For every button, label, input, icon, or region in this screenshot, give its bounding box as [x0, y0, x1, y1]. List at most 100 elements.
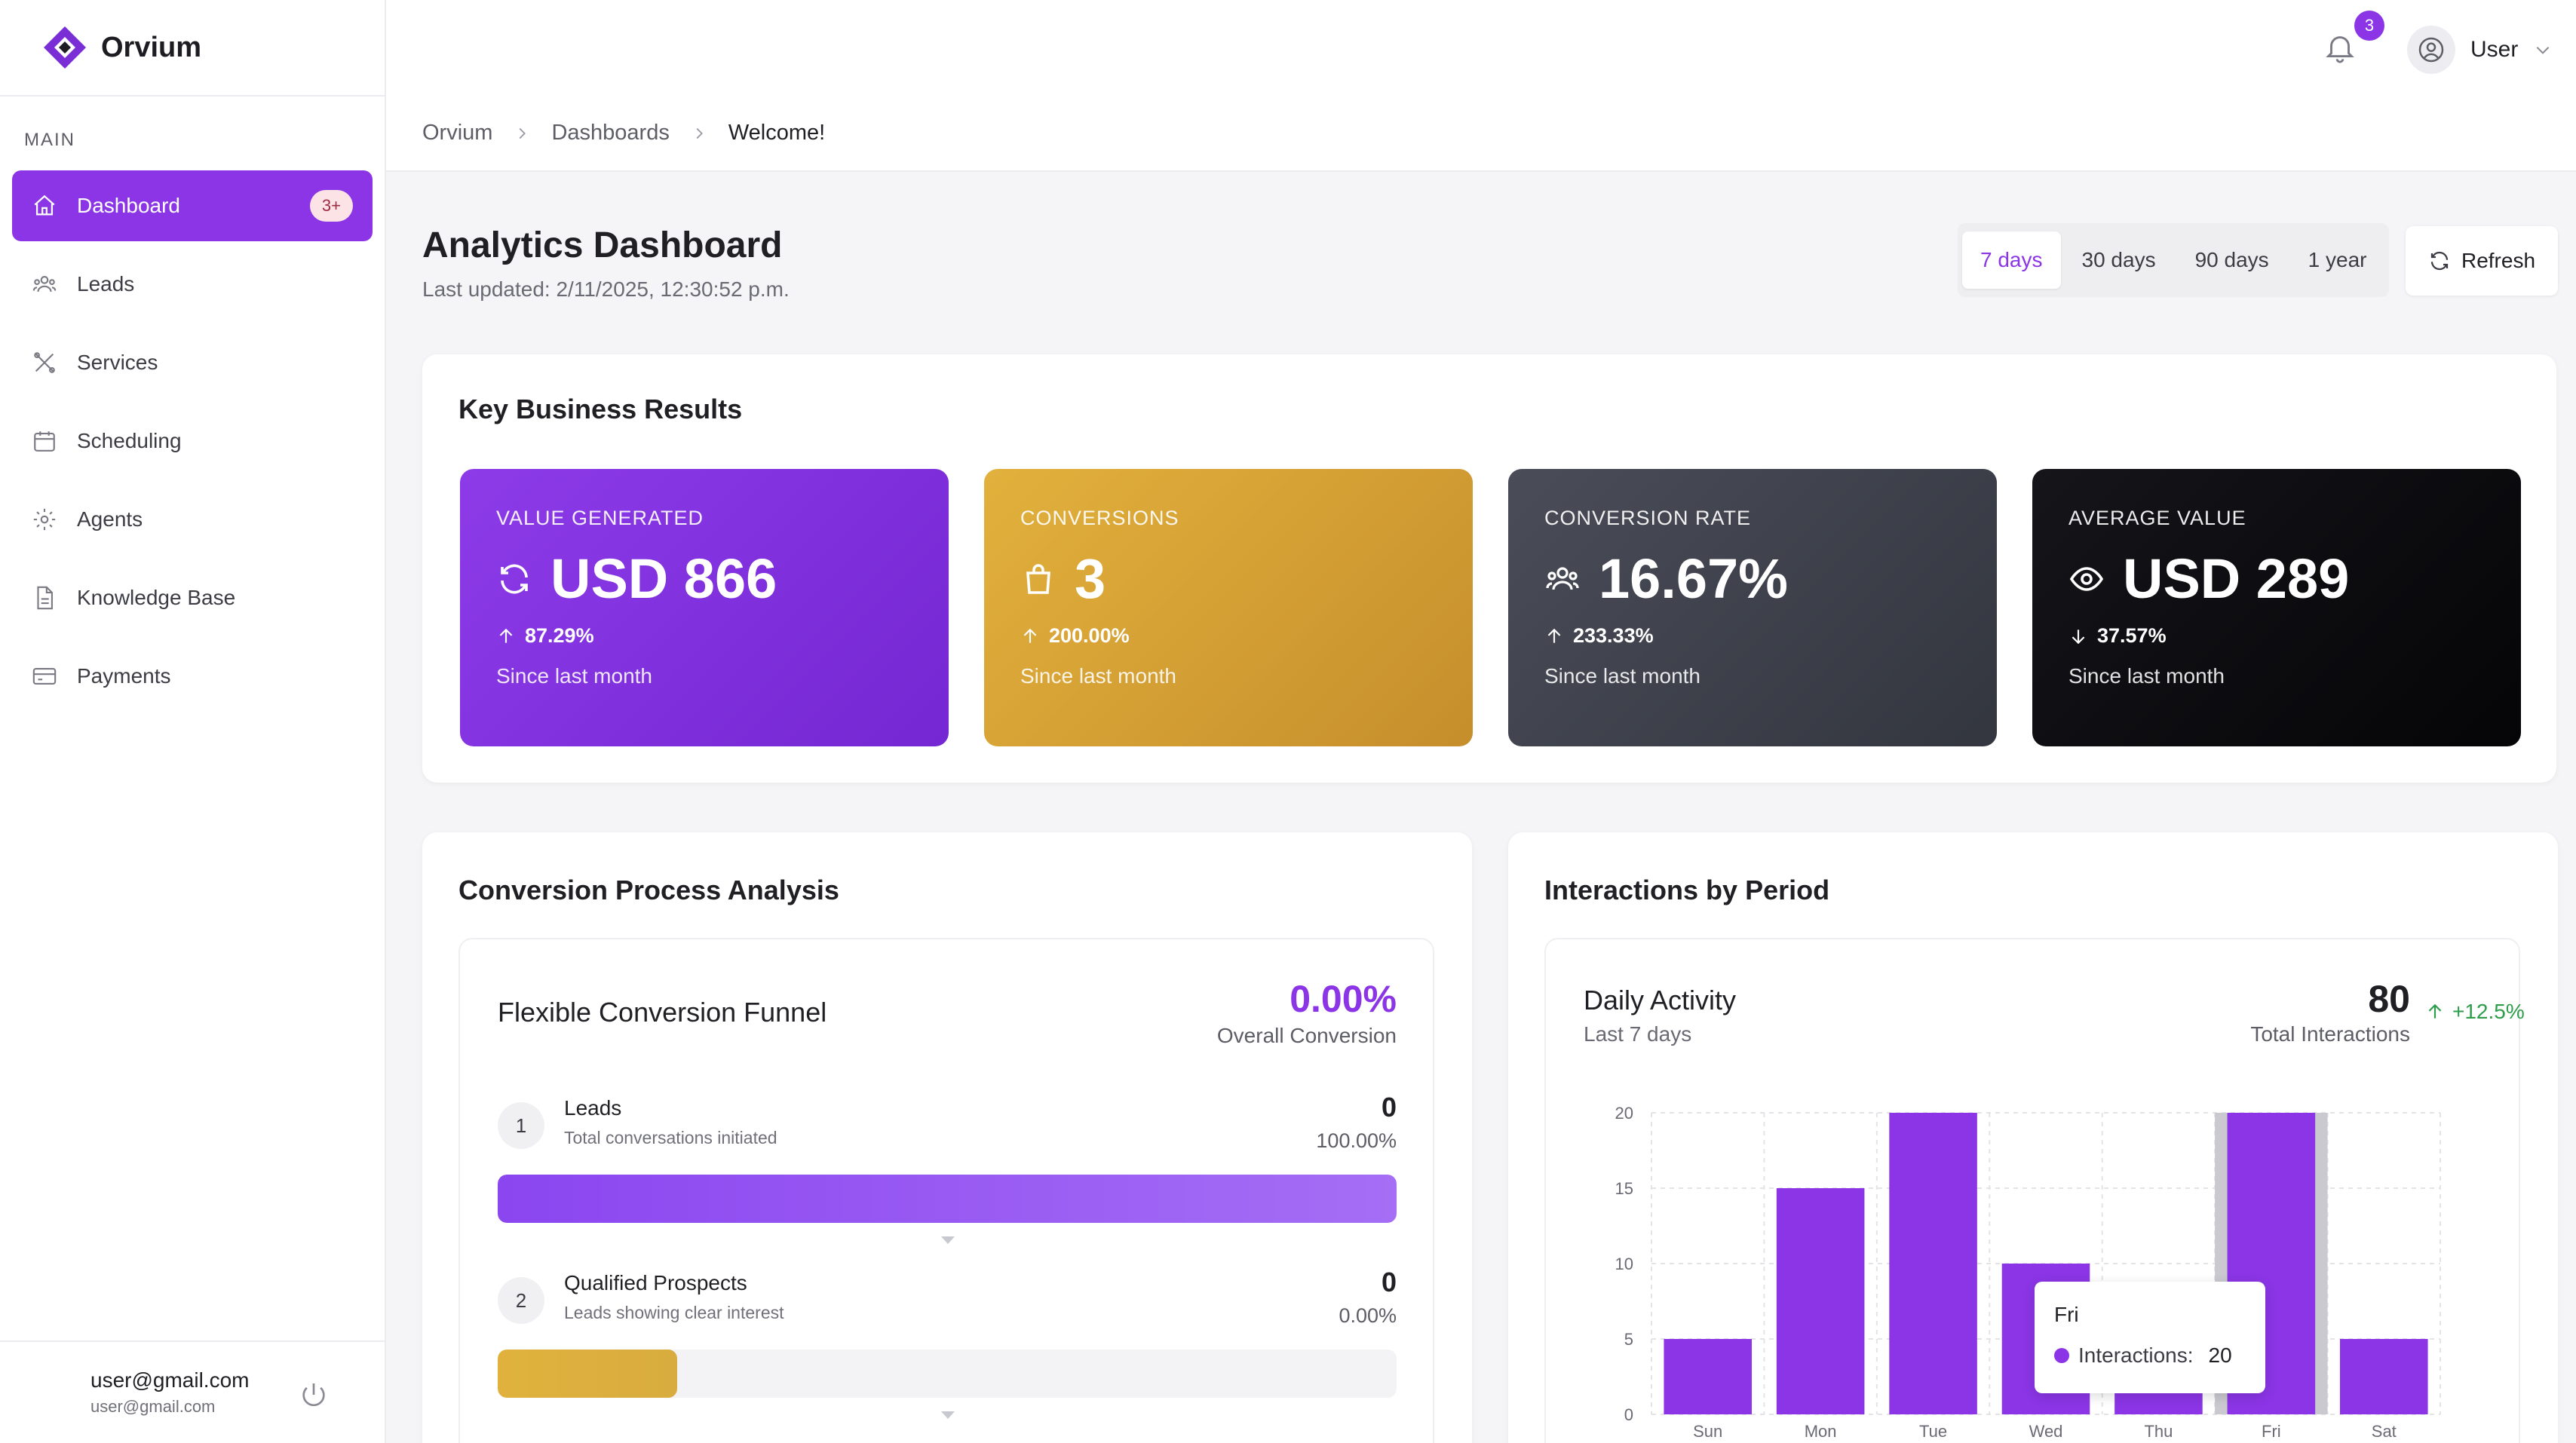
user-name: user@gmail.com: [90, 1368, 250, 1392]
user-email: user@gmail.com: [90, 1397, 216, 1416]
breadcrumb: Orvium Dashboards Welcome!: [422, 121, 825, 146]
sidebar-item-agents[interactable]: Agents: [12, 484, 373, 555]
sidebar-item-label: Knowledge Base: [77, 586, 236, 609]
interactions-title: Interactions by Period: [1544, 875, 1830, 905]
sidebar-nav: Dashboard 3+ Leads Services Scheduling: [12, 170, 373, 719]
document-icon: [32, 585, 57, 611]
arrow-down-icon: [2072, 629, 2085, 644]
tooltip-label: Interactions:: [2078, 1343, 2194, 1367]
range-option-7-days[interactable]: 7 days: [1962, 231, 2061, 289]
kpi-card-conversions[interactable]: CONVERSIONS 3 200.00% Since last month: [984, 469, 1473, 746]
overall-conversion-value: 0.00%: [1290, 978, 1397, 1020]
series-dot-icon: [2054, 1348, 2069, 1363]
calendar-icon: [32, 428, 57, 454]
arrow-up-icon: [2428, 1003, 2442, 1019]
user-menu-button[interactable]: User: [2407, 26, 2553, 74]
logo[interactable]: Orvium: [0, 0, 385, 97]
kpi-card-conversion-rate[interactable]: CONVERSION RATE 16.67% 233.33% Since las…: [1508, 469, 1997, 746]
user-profile: user@gmail.com user@gmail.com: [0, 1340, 386, 1443]
kpi-change: 233.33%: [1573, 624, 1654, 647]
range-option-1-year[interactable]: 1 year: [2308, 248, 2367, 271]
refresh-button[interactable]: Refresh: [2406, 226, 2558, 296]
sidebar-item-label: Dashboard: [77, 194, 180, 217]
step-percent: 0.00%: [1339, 1304, 1397, 1327]
sidebar-item-leads[interactable]: Leads: [12, 249, 373, 320]
chart-title: Daily Activity: [1584, 985, 1737, 1016]
x-tick-label: Sat: [2372, 1422, 2397, 1441]
users-icon: [1546, 566, 1579, 590]
sidebar-item-label: Agents: [77, 507, 143, 531]
kpi-change: 200.00%: [1049, 624, 1130, 647]
range-option-30-days[interactable]: 30 days: [2081, 248, 2156, 271]
credit-card-icon: [32, 663, 57, 689]
kpi-change: 87.29%: [525, 624, 594, 647]
user-menu-label: User: [2470, 37, 2519, 62]
chevron-right-icon: [696, 127, 703, 139]
kpi-since-label: Since last month: [2068, 664, 2225, 688]
top-bar: 3 User Orvium Dashboards Welcome!: [386, 0, 2576, 172]
step-percent: 100.00%: [1316, 1129, 1397, 1152]
step-name: Qualified Prospects: [564, 1271, 747, 1294]
sidebar-item-services[interactable]: Services: [12, 327, 373, 398]
kpi-since-label: Since last month: [1020, 664, 1176, 688]
sidebar-item-payments[interactable]: Payments: [12, 641, 373, 712]
avatar: [2407, 26, 2455, 74]
sidebar-item-dashboard[interactable]: Dashboard 3+: [12, 170, 373, 241]
logout-icon[interactable]: [299, 1380, 329, 1414]
step-value: 0: [1381, 1267, 1397, 1297]
bar-sat: [2340, 1339, 2428, 1414]
kpi-value: USD 866: [550, 547, 777, 610]
home-icon: [32, 193, 57, 219]
funnel-title: Flexible Conversion Funnel: [498, 997, 827, 1028]
y-tick-label: 5: [1624, 1330, 1633, 1349]
arrow-up-icon: [499, 628, 513, 643]
sidebar-item-label: Leads: [77, 272, 135, 296]
breadcrumb-item-orvium[interactable]: Orvium: [422, 121, 493, 145]
step-progress-track: [498, 1175, 1397, 1223]
chart-tooltip: Fri Interactions: 20: [2035, 1282, 2265, 1393]
tooltip-value: 20: [2208, 1343, 2232, 1367]
interactions-change: +12.5%: [2425, 1000, 2525, 1024]
arrow-up-icon: [1023, 628, 1037, 643]
user-circle-icon: [2418, 37, 2444, 63]
notifications-button[interactable]: [2323, 30, 2357, 69]
sidebar-item-scheduling[interactable]: Scheduling: [12, 406, 373, 476]
kpi-card-value-generated[interactable]: VALUE GENERATED USD 866 87.29% Since las…: [460, 469, 949, 746]
kpi-value: 16.67%: [1599, 547, 1788, 610]
step-progress-bar: [498, 1350, 678, 1398]
interactions-card: Interactions by Period Daily Activity La…: [1508, 832, 2558, 1443]
y-tick-label: 15: [1615, 1179, 1633, 1198]
total-interactions-value: 80: [2368, 978, 2410, 1020]
breadcrumb-item-dashboards[interactable]: Dashboards: [551, 121, 670, 145]
caret-down-icon: [941, 1411, 955, 1419]
orvium-logo-icon: [44, 26, 86, 69]
shopping-bag-icon: [1026, 563, 1050, 594]
sidebar-item-label: Scheduling: [77, 429, 182, 452]
daily-activity-chart: 0 5 10 15 20 Sun Mon Tue Wed Thu Fri Sat: [1615, 1104, 2441, 1441]
kpi-since-label: Since last month: [496, 664, 652, 688]
step-description: Total conversations initiated: [564, 1128, 777, 1147]
daily-activity-panel: Daily Activity Last 7 days 80 Total Inte…: [1544, 938, 2525, 1443]
bar-tue: [1889, 1113, 1977, 1414]
tooltip-day: Fri: [2054, 1303, 2079, 1326]
refresh-label: Refresh: [2461, 249, 2536, 272]
x-tick-label: Mon: [1805, 1422, 1837, 1441]
time-range-selector: 7 days 30 days 90 days 1 year: [1958, 223, 2390, 297]
sidebar-item-knowledge-base[interactable]: Knowledge Base: [12, 562, 373, 633]
conversion-funnel: Flexible Conversion Funnel 0.00% Overall…: [458, 938, 1434, 1443]
step-progress-bar: [498, 1175, 1397, 1223]
eye-icon: [2069, 566, 2104, 591]
tools-icon: [32, 350, 57, 375]
x-tick-label: Fri: [2262, 1422, 2281, 1441]
sidebar-item-label: Services: [77, 351, 158, 374]
y-tick-label: 10: [1615, 1255, 1633, 1273]
x-tick-label: Tue: [1919, 1422, 1947, 1441]
kpi-card-average-value[interactable]: AVERAGE VALUE USD 289 37.57% Since last …: [2032, 469, 2521, 746]
range-option-90-days[interactable]: 90 days: [2194, 248, 2269, 271]
sidebar: Orvium MAIN Dashboard 3+ Leads Services: [0, 0, 386, 1443]
chart-subtitle: Last 7 days: [1584, 1022, 1692, 1046]
overall-conversion-label: Overall Conversion: [1216, 1024, 1397, 1047]
step-description: Leads showing clear interest: [564, 1303, 784, 1322]
x-tick-label: Sun: [1693, 1422, 1722, 1441]
step-number: 1: [498, 1102, 544, 1149]
